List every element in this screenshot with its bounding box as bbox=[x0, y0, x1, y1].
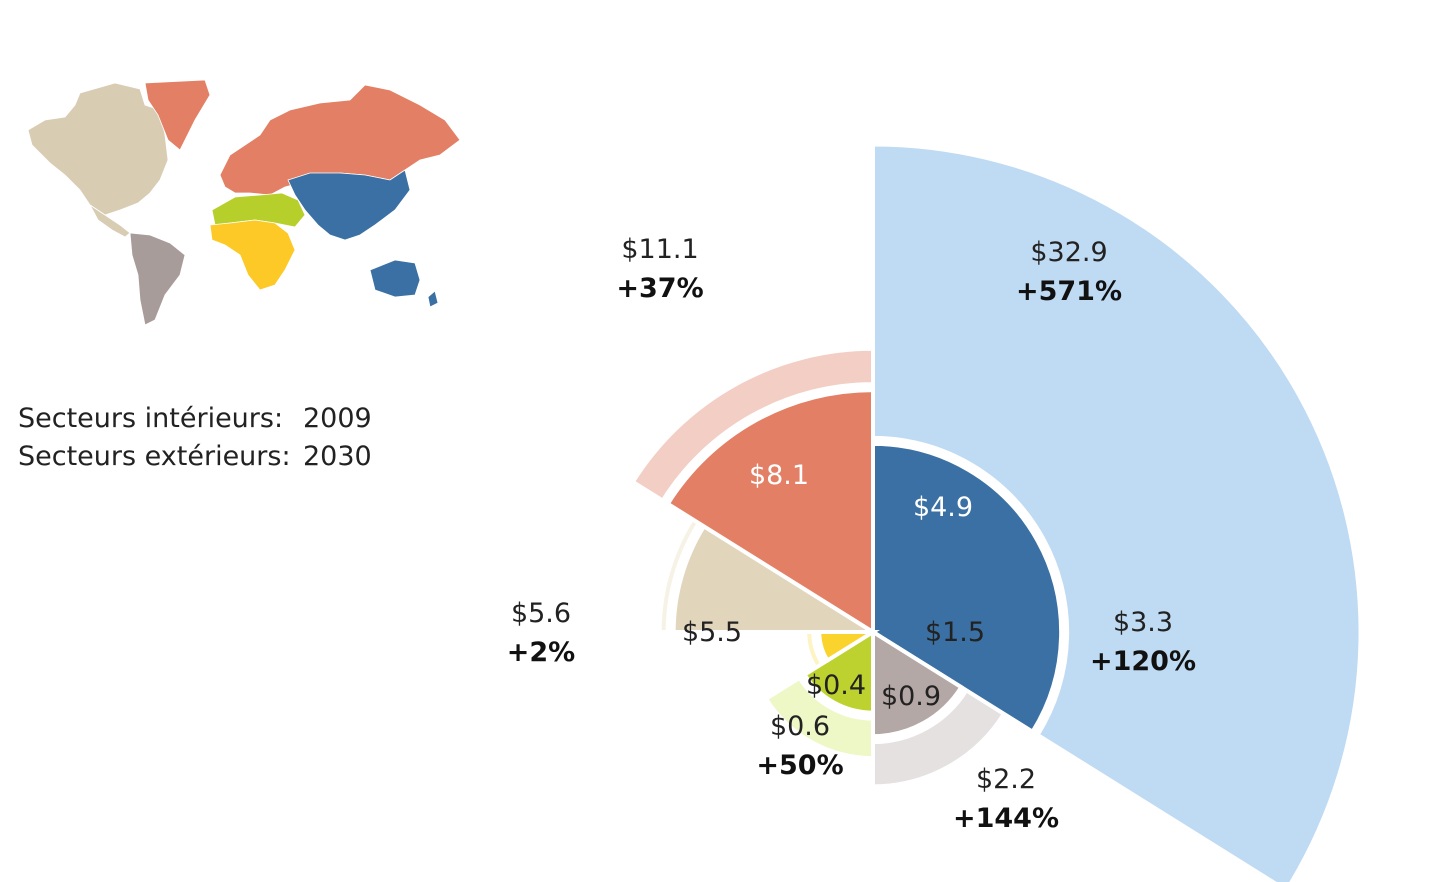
outer-value-label-middle-east: $2.2 bbox=[976, 764, 1036, 795]
legend-row-outer: Secteurs extérieurs: 2030 bbox=[18, 438, 372, 476]
sector-outer-middle-east bbox=[763, 675, 875, 761]
map-region-central-america bbox=[89, 204, 131, 238]
map-region-africa bbox=[209, 219, 296, 291]
outer-value-label-asia-pacific: $32.9 bbox=[1030, 237, 1107, 268]
sector-outer-asia-pacific bbox=[871, 142, 1363, 882]
map-region-south-america bbox=[129, 232, 186, 326]
outer-value-label-north-america: $5.6 bbox=[511, 598, 571, 629]
growth-label-middle-east: +144% bbox=[953, 803, 1059, 834]
inner-value-label-south-america: $1.5 bbox=[925, 617, 985, 648]
map-region-greenland bbox=[144, 79, 211, 151]
outer-value-label-africa: $0.6 bbox=[770, 711, 830, 742]
legend-row-inner: Secteurs intérieurs: 2009 bbox=[18, 400, 372, 438]
inner-value-label-africa: $0.4 bbox=[806, 670, 866, 701]
legend-inner-year: 2009 bbox=[303, 403, 372, 434]
outer-value-label-europe: $11.1 bbox=[621, 234, 698, 265]
sector-labels: $4.9 $32.9 +571% $1.5 $3.3 +120% $0.9 $2.2 +144%… bbox=[507, 234, 1196, 834]
growth-label-europe: +37% bbox=[616, 273, 703, 304]
map-region-asia bbox=[287, 169, 411, 241]
inner-value-label-asia-pacific: $4.9 bbox=[913, 492, 973, 523]
legend: Secteurs intérieurs: 2009 Secteurs extér… bbox=[18, 400, 372, 476]
legend-outer-label: Secteurs extérieurs: bbox=[18, 441, 291, 472]
legend-inner-label: Secteurs intérieurs: bbox=[18, 403, 284, 434]
sector-outer-south-america bbox=[871, 687, 1007, 789]
world-map bbox=[27, 79, 461, 326]
outer-value-label-south-america: $3.3 bbox=[1113, 607, 1173, 638]
inner-sectors bbox=[665, 388, 1064, 739]
map-region-north-america bbox=[27, 82, 169, 216]
growth-label-north-america: +2% bbox=[507, 637, 575, 668]
growth-label-south-america: +120% bbox=[1090, 646, 1196, 677]
sector-inner-middle-east bbox=[801, 628, 875, 715]
outer-sectors bbox=[630, 142, 1363, 882]
map-region-oceania bbox=[369, 259, 439, 308]
inner-value-label-middle-east: $0.9 bbox=[881, 681, 941, 712]
sector-inner-south-america bbox=[871, 628, 965, 739]
map-region-europe-russia bbox=[219, 84, 461, 196]
growth-label-africa: +50% bbox=[756, 750, 843, 781]
sector-inner-europe bbox=[665, 388, 875, 636]
inner-value-label-north-america: $5.5 bbox=[682, 617, 742, 648]
growth-label-asia-pacific: +571% bbox=[1016, 276, 1122, 307]
legend-outer-year: 2030 bbox=[303, 441, 372, 472]
sector-outer-europe bbox=[630, 346, 875, 504]
sector-inner-north-america bbox=[671, 523, 880, 634]
inner-value-label-europe: $8.1 bbox=[749, 460, 809, 491]
